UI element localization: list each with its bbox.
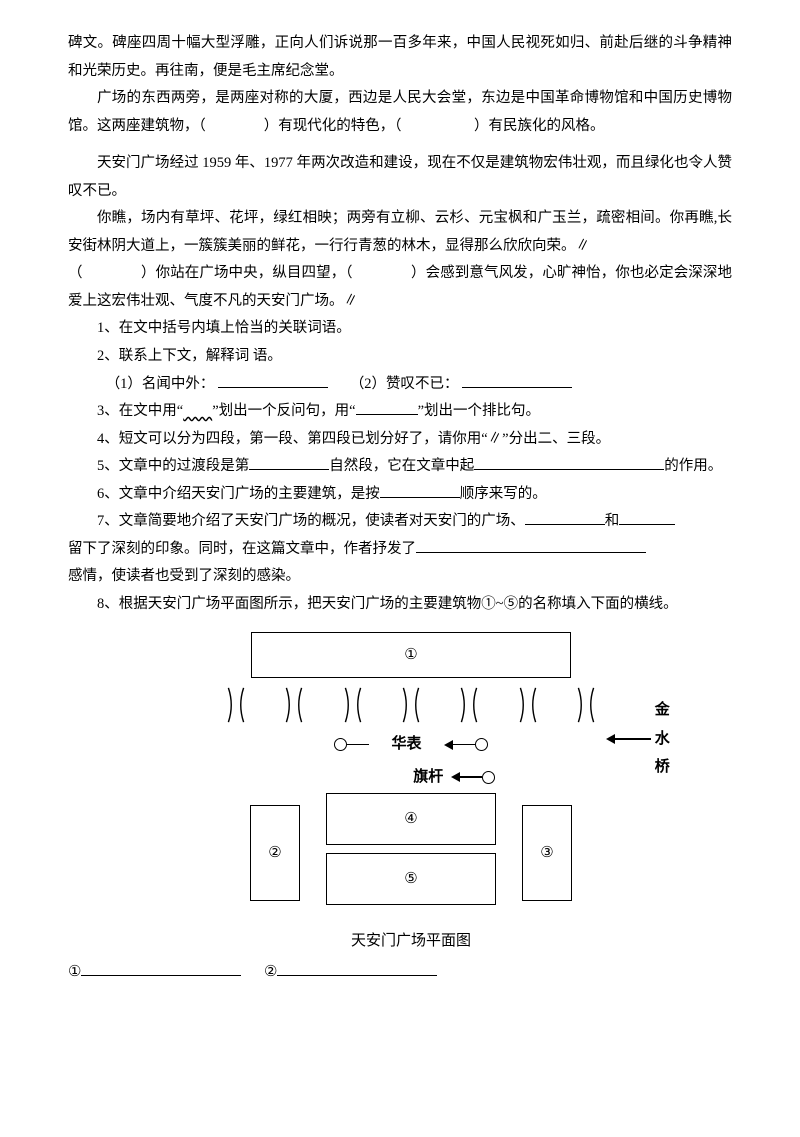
q7-blank1[interactable] [525,511,605,525]
diagram-caption: 天安门广场平面图 [156,927,666,956]
q5-b: 自然段，它在文章中起 [329,458,474,474]
bridge-icon [284,686,304,724]
passage-p4: 你瞧，场内有草坪、花坪，绿红相映；两旁有立柳、云杉、元宝枫和广玉兰，疏密相间。你… [68,205,732,260]
question-3: 3、在文中用“ ”划出一个反问句，用“ ”划出一个排比句。 [68,398,732,426]
building-2: ② [250,805,300,901]
center-column: ④ ⑤ [326,793,496,905]
question-8: 8、根据天安门广场平面图所示，把天安门广场的主要建筑物①~⑤的名称填入下面的横线… [68,591,732,619]
ans1-label: ① [68,964,81,980]
wavy-sample [183,403,212,419]
q5-blank1[interactable] [249,456,329,470]
passage-p2: 广场的东西两旁，是两座对称的大厦，西边是人民大会堂，东边是中国革命博物馆和中国历… [68,85,732,140]
flag-marker [482,771,495,784]
huabiao-marker-left [334,738,369,751]
flag-label: 旗杆 [413,763,443,792]
q6-blank[interactable] [380,484,460,498]
passage-p1: 碑文。碑座四周十幅大型浮雕，正向人们诉说那一百多年来，中国人民视死如归、前赴后继… [68,30,732,85]
q6-a: 6、文章中介绍天安门广场的主要建筑，是按 [97,486,380,502]
ans1-blank[interactable] [81,961,241,976]
answer-line: ① ② [68,958,732,987]
question-2-sub: （1）名闻中外： （2）赞叹不已： [68,371,732,399]
jinshuiqiao-row: 金水桥 [226,686,596,724]
arrow-left-icon [451,772,482,782]
passage-p3: 天安门广场经过 1959 年、1977 年两次改造和建设，现在不仅是建筑物宏伟壮… [68,150,732,205]
q6-b: 顺序来写的。 [460,486,547,502]
ans2-label: ② [264,964,277,980]
q3-c: ”划出一个排比句。 [418,403,540,419]
building-4: ④ [326,793,496,845]
question-4: 4、短文可以分为四段，第一段、第四段已划分好了，请你用“∥”分出二、三段。 [68,426,732,454]
q5-blank2[interactable] [474,456,664,470]
q7-a: 7、文章简要地介绍了天安门广场的概况，使读者对天安门的广场、 [97,513,525,529]
main-buildings-row: ② ④ ⑤ ③ [156,793,666,905]
question-2: 2、联系上下文，解释词 语。 [68,343,732,371]
question-5: 5、文章中的过渡段是第 自然段，它在文章中起 的作用。 [68,453,732,481]
q3-b: ”划出一个反问句，用“ [212,403,355,419]
bridge-icon [576,686,596,724]
huabiao-marker-right [444,738,488,751]
bridge-icon [401,686,421,724]
q7-blank3[interactable] [416,539,646,553]
flag-row: 旗杆 [156,763,666,792]
tiananmen-diagram: ① 金水桥 华表 旗杆 [156,632,666,956]
arrow-left-icon [444,740,475,750]
passage-p5: （ ）你站在广场中央，纵目四望，（ ）会感到意气风发，心旷神怡，你也必定会深深地… [68,260,732,315]
question-1: 1、在文中括号内填上恰当的关联词语。 [68,315,732,343]
question-7: 7、文章简要地介绍了天安门广场的概况，使读者对天安门的广场、 和 [68,508,732,536]
building-1: ① [251,632,571,678]
q5-c: 的作用。 [664,458,722,474]
bridge-icon [343,686,363,724]
q2b-label: （2）赞叹不已： [350,376,459,392]
bridge-icon [459,686,479,724]
q2a-blank[interactable] [218,374,328,388]
q7-blank2[interactable] [619,511,675,525]
ans2-blank[interactable] [277,961,437,976]
question-7-line2: 留下了深刻的印象。同时，在这篇文章中，作者抒发了 [68,536,732,564]
bridge-icon [518,686,538,724]
q7-b: 和 [605,513,620,529]
q7-c: 留下了深刻的印象。同时，在这篇文章中，作者抒发了 [68,541,416,557]
building-3: ③ [522,805,572,901]
huabiao-row: 华表 [156,730,666,759]
q2b-blank[interactable] [462,374,572,388]
document-page: 碑文。碑座四周十幅大型浮雕，正向人们诉说那一百多年来，中国人民视死如归、前赴后继… [0,0,800,1137]
q2a-label: （1）名闻中外： [106,376,215,392]
huabiao-label: 华表 [391,730,421,759]
q3-a: 3、在文中用“ [97,403,183,419]
question-6: 6、文章中介绍天安门广场的主要建筑，是按 顺序来写的。 [68,481,732,509]
question-7-line3: 感情，使读者也受到了深刻的感染。 [68,563,732,591]
q5-a: 5、文章中的过渡段是第 [97,458,249,474]
bridge-icon [226,686,246,724]
q3-blank [356,401,418,415]
building-5: ⑤ [326,853,496,905]
